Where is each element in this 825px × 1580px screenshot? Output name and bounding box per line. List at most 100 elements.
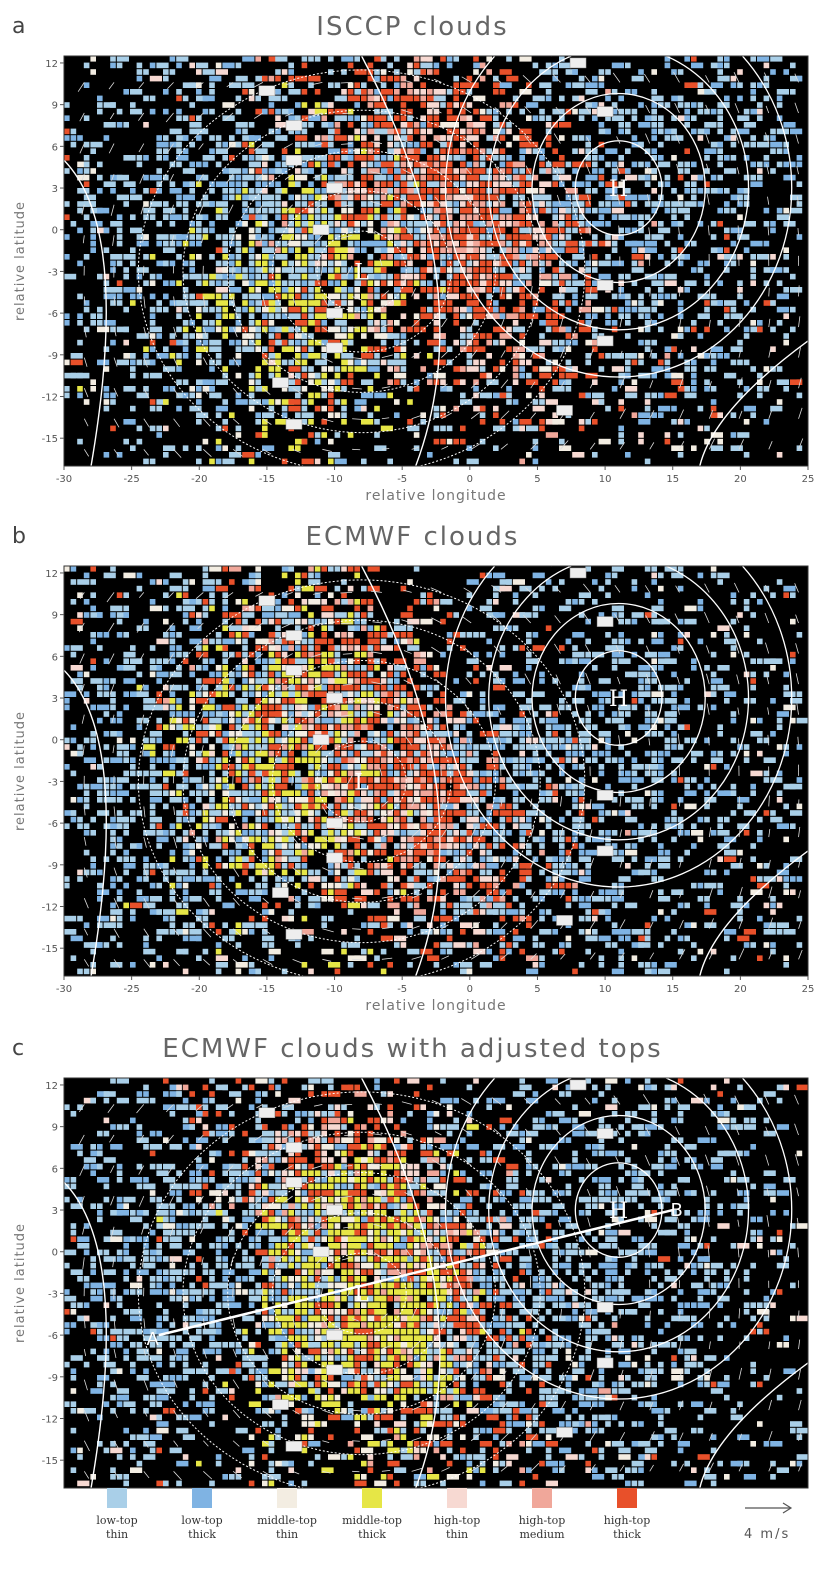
cloud-pixel	[222, 168, 235, 174]
cloud-pixel	[440, 306, 446, 313]
cloud-pixel	[215, 724, 222, 730]
cloud-pixel	[394, 366, 400, 372]
cloud-pixel	[130, 445, 136, 451]
low-pressure-marker: L	[354, 260, 369, 285]
cloud-pixel	[149, 777, 156, 783]
cloud-pixel	[387, 62, 393, 69]
cloud-pixel	[394, 293, 400, 300]
cloud-pixel	[242, 155, 248, 161]
cloud-pixel	[677, 419, 684, 425]
cloud-pixel	[433, 115, 440, 121]
cloud-pixel	[77, 386, 83, 392]
cloud-pixel	[354, 267, 360, 273]
cloud-pixel	[110, 56, 116, 62]
cloud-pixel	[506, 346, 512, 352]
cloud-pixel	[275, 333, 281, 339]
cloud-pixel	[453, 227, 459, 234]
wind-arrow	[679, 285, 681, 297]
cloud-pixel	[420, 161, 433, 168]
cloud-pixel	[242, 128, 248, 135]
cloud-pixel	[288, 717, 294, 724]
cloud-pixel	[724, 155, 730, 161]
cloud-pixel	[288, 214, 294, 220]
cloud-pixel	[347, 300, 354, 306]
wind-arrow	[139, 173, 145, 184]
wind-arrow	[708, 349, 712, 358]
cloud-pixel	[466, 221, 479, 227]
cloud-pixel	[420, 188, 426, 194]
cloud-pixel	[552, 339, 558, 346]
cloud-pixel	[83, 823, 90, 829]
cloud-pixel	[156, 425, 162, 432]
cloud-pixel	[130, 300, 136, 306]
wind-arrow	[678, 227, 680, 236]
cloud-pixel	[222, 836, 228, 843]
cloud-pixel	[730, 207, 737, 214]
wind-arrow	[401, 109, 412, 114]
cloud-pixel	[90, 592, 96, 598]
cloud-pixel	[169, 188, 182, 194]
cloud-pixel	[578, 247, 585, 253]
cloud-pixel	[578, 227, 591, 234]
wind-arrow	[737, 225, 740, 236]
cloud-pixel	[328, 155, 334, 161]
cloud-pixel	[308, 869, 314, 876]
cloud-pixel	[519, 353, 525, 359]
cloud-pixel	[776, 452, 783, 458]
cloud-pixel	[268, 671, 275, 678]
wind-arrow	[494, 77, 502, 83]
cloud-pixel	[552, 326, 565, 333]
cloud-pixel	[116, 612, 129, 618]
cloud-pixel	[796, 392, 803, 399]
cloud-pixel	[242, 632, 255, 638]
cloud-pixel	[130, 737, 136, 744]
wind-arrow	[530, 381, 536, 389]
cloud-pixel	[103, 797, 116, 803]
cloud-pixel	[222, 902, 235, 909]
cloud-pixel	[598, 69, 605, 75]
cloud-pixel	[308, 599, 321, 605]
cloud-pixel	[209, 89, 215, 95]
cloud-pixel	[361, 128, 367, 135]
cloud-pixel	[255, 207, 261, 214]
cloud-pixel	[295, 863, 301, 869]
cloud-pixel	[572, 207, 578, 214]
wind-arrow	[500, 410, 510, 420]
wind-arrow	[232, 449, 243, 457]
cloud-pixel	[281, 830, 294, 836]
wind-arrow	[560, 380, 565, 389]
wind-arrow	[225, 173, 234, 184]
cloud-pixel	[248, 684, 255, 691]
cloud-pixel	[427, 247, 433, 253]
cloud-pixel	[130, 962, 136, 968]
cloud-pixel	[578, 214, 585, 220]
cloud-pixel	[321, 684, 327, 691]
cloud-pixel	[90, 313, 96, 319]
cloud-pixel	[222, 783, 235, 790]
cloud-pixel	[123, 339, 129, 346]
cloud-pixel	[169, 651, 176, 658]
wind-arrow	[500, 287, 503, 297]
cloud-pixel	[196, 386, 202, 392]
cloud-pixel	[308, 287, 314, 293]
cloud-pixel	[308, 300, 321, 306]
cloud-pixel	[446, 161, 453, 168]
cloud-pixel	[255, 717, 261, 724]
cloud-pixel	[215, 678, 222, 684]
cloud-pixel	[625, 333, 631, 339]
cloud-pixel	[222, 293, 228, 300]
cloud-pixel	[743, 108, 750, 115]
cloud-pixel	[275, 135, 288, 141]
cloud-pixel	[176, 392, 189, 399]
cloud-pixel	[539, 234, 552, 240]
cloud-pixel	[64, 214, 70, 220]
cloud-pixel	[275, 108, 281, 115]
cloud-pixel	[262, 234, 268, 240]
cloud-pixel	[486, 148, 492, 154]
cloud-pixel	[189, 704, 195, 711]
cloud-pixel	[64, 915, 77, 922]
cloud-pixel	[281, 82, 288, 88]
cloud-pixel	[512, 102, 519, 108]
cloud-pixel	[149, 783, 162, 790]
cloud-pixel	[262, 221, 268, 227]
